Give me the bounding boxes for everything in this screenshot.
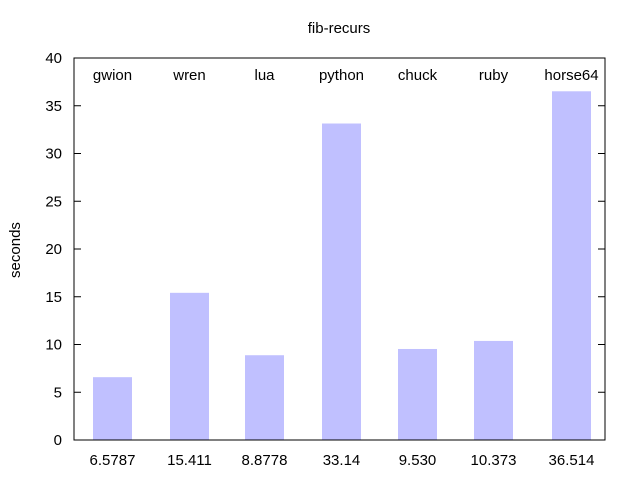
y-tick-label: 15 <box>45 289 62 306</box>
value-label: 15.411 <box>167 452 212 469</box>
bars-group <box>93 91 591 441</box>
category-label: lua <box>254 67 275 84</box>
bar-python <box>322 123 361 440</box>
y-tick-label: 0 <box>54 432 62 449</box>
category-labels: gwion wren lua python chuck ruby horse64 <box>93 67 599 84</box>
y-axis-ticks: 0 5 10 15 20 25 30 35 40 <box>45 50 605 449</box>
value-label: 9.530 <box>399 452 437 469</box>
value-labels: 6.5787 15.411 8.8778 33.14 9.530 10.373 36.514 <box>90 452 595 469</box>
y-axis-label: seconds <box>7 222 24 278</box>
value-label: 6.5787 <box>90 452 136 469</box>
value-label: 10.373 <box>471 452 517 469</box>
category-label: wren <box>172 67 206 84</box>
category-label: python <box>319 67 364 84</box>
y-tick-label: 30 <box>45 146 62 163</box>
category-label: chuck <box>398 67 438 84</box>
y-tick-label: 25 <box>45 193 62 210</box>
value-label: 36.514 <box>549 452 595 469</box>
bar-ruby <box>474 340 513 440</box>
y-tick-label: 5 <box>54 384 62 401</box>
category-label: ruby <box>479 67 509 84</box>
bar-chuck <box>398 348 437 440</box>
y-tick-label: 10 <box>45 337 62 354</box>
y-tick-label: 35 <box>45 98 62 115</box>
bar-gwion <box>93 377 132 440</box>
bar-lua <box>245 355 284 440</box>
y-tick-label: 20 <box>45 241 62 258</box>
bar-horse64 <box>552 91 591 441</box>
category-label: horse64 <box>544 67 598 84</box>
category-label: gwion <box>93 67 132 84</box>
y-tick-label: 40 <box>45 50 62 67</box>
value-label: 8.8778 <box>242 452 288 469</box>
value-label: 33.14 <box>323 452 361 469</box>
chart-title: fib-recurs <box>308 20 371 37</box>
bar-wren <box>170 292 209 440</box>
